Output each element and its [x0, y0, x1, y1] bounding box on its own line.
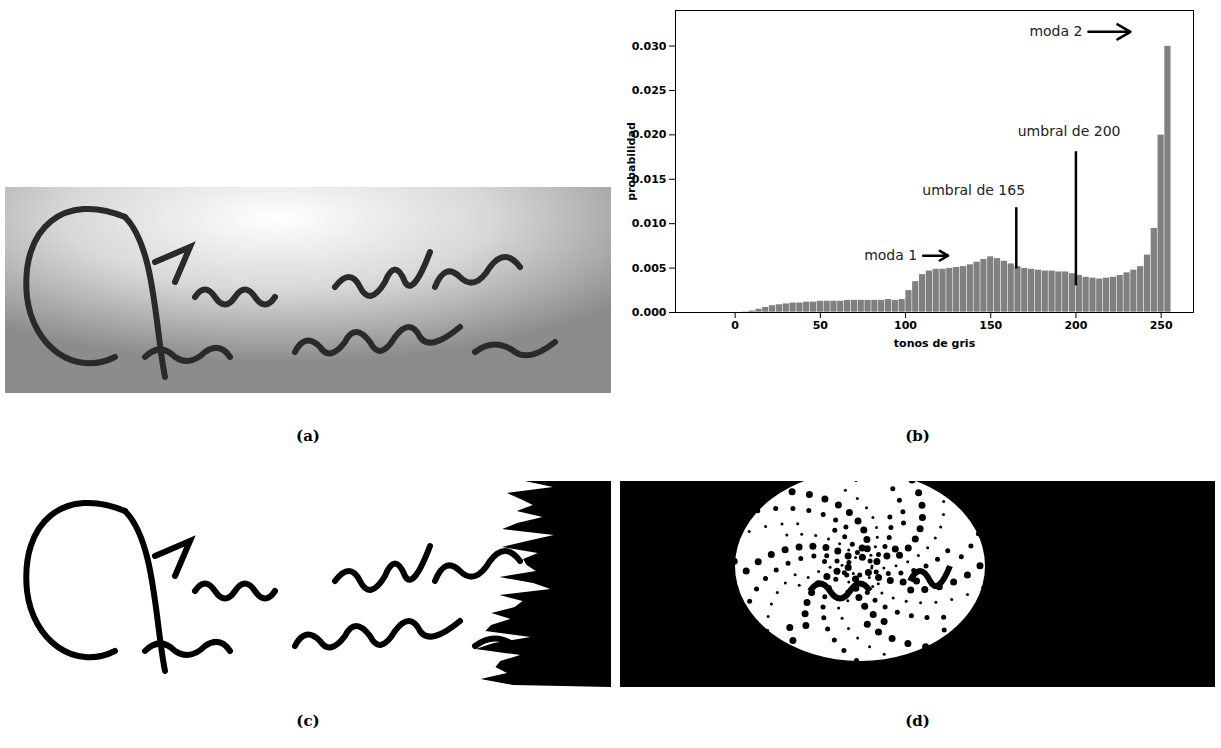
html-text:(c): (c): [296, 712, 320, 730]
svg-text:0.030: 0.030: [632, 40, 667, 53]
svg-text:probabilidad: probabilidad: [625, 122, 638, 201]
svg-text:50: 50: [813, 319, 829, 332]
html-text:(b): (b): [905, 427, 930, 445]
html-text:(a): (a): [296, 427, 320, 445]
svg-text:moda 2: moda 2: [1029, 23, 1082, 39]
html-text:(d): (d): [905, 712, 930, 730]
svg-text:0.025: 0.025: [632, 84, 667, 97]
svg-text:0.015: 0.015: [631, 172, 667, 186]
svg-text:umbral de 200: umbral de 200: [1018, 123, 1121, 139]
svg-text:200: 200: [1064, 319, 1087, 332]
svg-text:100: 100: [894, 319, 917, 332]
svg-text:0.005: 0.005: [632, 262, 667, 275]
svg-text:250: 250: [1150, 319, 1173, 332]
svg-text:0.020: 0.020: [631, 128, 667, 142]
svg-text:150: 150: [979, 319, 1002, 332]
svg-text:0.010: 0.010: [632, 217, 667, 230]
svg-text:moda 1: moda 1: [864, 247, 917, 263]
svg-text:tonos de gris: tonos de gris: [894, 337, 976, 350]
svg-text:umbral de 165: umbral de 165: [922, 182, 1025, 198]
svg-text:0.000: 0.000: [632, 306, 667, 319]
svg-text:0: 0: [731, 319, 739, 332]
